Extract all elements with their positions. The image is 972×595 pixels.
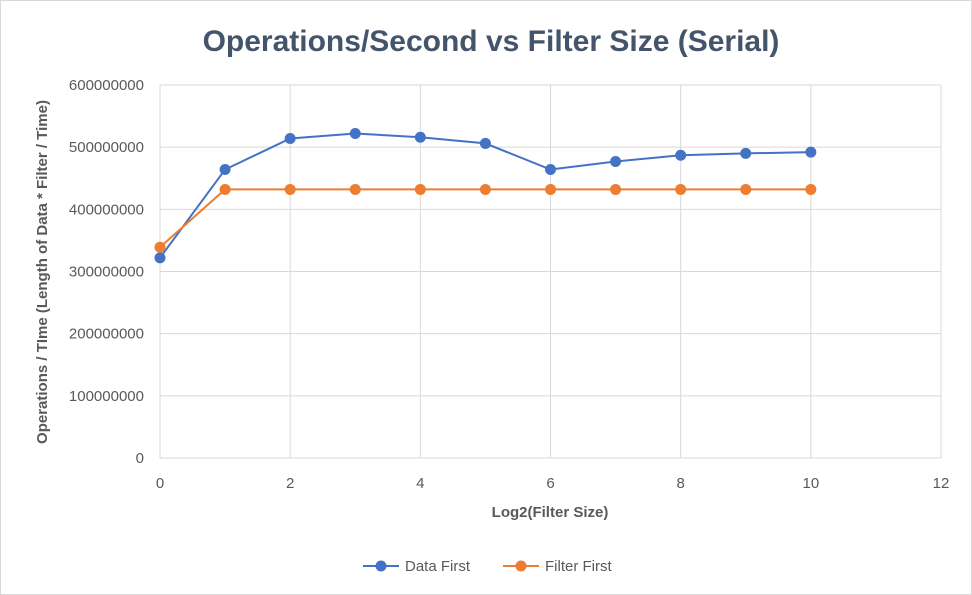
data-point — [414, 131, 426, 143]
data-point — [284, 183, 296, 195]
y-tick-label: 600000000 — [69, 77, 144, 94]
series-line — [159, 188, 811, 249]
legend: Data First Filter First — [363, 558, 612, 575]
x-tick-label: 6 — [546, 475, 554, 492]
x-axis-ticks: 0 2 4 6 8 10 12 — [156, 475, 950, 492]
series-filter-first — [154, 183, 817, 253]
chart-title: Operations/Second vs Filter Size (Serial… — [203, 25, 780, 58]
plot-series — [154, 127, 817, 264]
data-point — [349, 127, 361, 139]
y-tick-label: 300000000 — [69, 264, 144, 281]
y-tick-label: 400000000 — [69, 201, 144, 218]
data-point — [545, 164, 556, 176]
y-tick-label: 500000000 — [69, 139, 144, 156]
data-point — [154, 252, 166, 264]
data-point — [349, 183, 361, 195]
data-point — [740, 147, 752, 159]
legend-item: Data First — [363, 558, 471, 575]
legend-item: Filter First — [503, 558, 612, 575]
data-point — [479, 183, 491, 195]
x-tick-label: 4 — [416, 475, 424, 492]
x-tick-label: 10 — [802, 475, 819, 492]
legend-label: Data First — [405, 558, 471, 575]
legend-marker — [515, 560, 527, 572]
y-tick-label: 100000000 — [69, 388, 144, 405]
data-point — [805, 183, 817, 195]
data-point — [675, 149, 687, 161]
data-point — [545, 183, 556, 195]
data-point — [740, 183, 752, 195]
x-axis-label: Log2(Filter Size) — [492, 504, 609, 521]
legend-marker — [375, 560, 387, 572]
data-point — [219, 183, 231, 195]
y-axis-label: Operations / TIme (Length of Data * Filt… — [34, 100, 51, 444]
y-axis-ticks: 0 100000000 200000000 300000000 400000000 500… — [69, 77, 144, 467]
data-point — [610, 183, 622, 195]
x-tick-label: 8 — [676, 475, 684, 492]
data-point — [610, 155, 622, 167]
grid — [159, 84, 942, 459]
x-tick-label: 12 — [933, 475, 950, 492]
y-tick-label: 200000000 — [69, 326, 144, 343]
data-point — [414, 183, 426, 195]
series-data-first — [154, 127, 817, 264]
data-point — [479, 137, 491, 149]
data-point — [219, 164, 231, 176]
series-line — [159, 132, 811, 259]
data-point — [154, 241, 166, 253]
data-point — [805, 146, 817, 158]
data-point — [675, 183, 687, 195]
x-tick-label: 0 — [156, 475, 164, 492]
data-point — [284, 132, 296, 144]
y-tick-label: 0 — [136, 450, 144, 467]
legend-label: Filter First — [545, 558, 612, 575]
x-tick-label: 2 — [286, 475, 294, 492]
